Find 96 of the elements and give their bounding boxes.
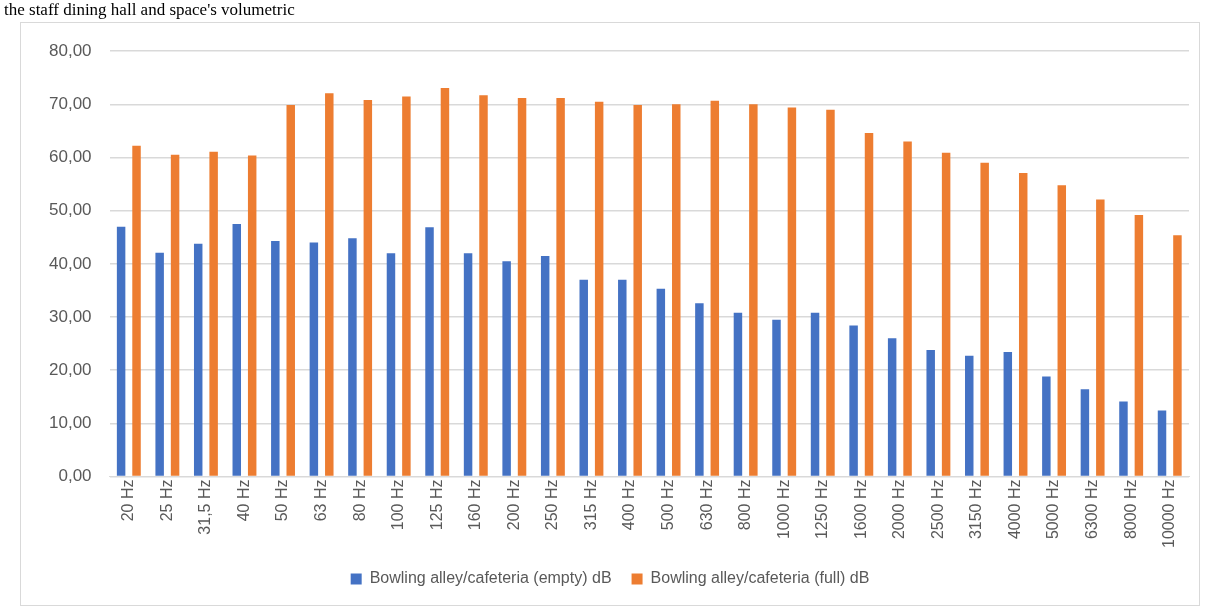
bar <box>247 155 257 476</box>
x-tick-label: 40 Hz <box>234 479 252 522</box>
bar <box>849 325 858 476</box>
bar <box>965 355 974 476</box>
x-tick-label: 4000 Hz <box>1005 479 1023 540</box>
bar <box>1018 172 1028 476</box>
x-tick-label: 2500 Hz <box>928 479 946 540</box>
y-tick-label: 30,00 <box>48 306 92 326</box>
y-tick-label: 70,00 <box>48 94 92 114</box>
x-tick-label: 63 Hz <box>311 479 329 522</box>
x-tick-label: 250 Hz <box>543 479 561 531</box>
bar <box>941 152 951 476</box>
bar <box>772 319 781 476</box>
x-tick-label: 800 Hz <box>736 479 754 531</box>
bar <box>1042 376 1051 476</box>
bar <box>672 104 681 476</box>
y-tick-label: 60,00 <box>48 147 92 167</box>
bar <box>402 96 411 476</box>
bar <box>440 87 450 476</box>
bar <box>193 243 203 476</box>
x-tick-label: 500 Hz <box>658 479 676 531</box>
bar <box>232 223 241 476</box>
bar <box>1057 185 1067 476</box>
bar <box>1157 410 1167 476</box>
bar <box>386 253 396 476</box>
x-tick-label: 2000 Hz <box>890 479 908 540</box>
x-tick-label: 25 Hz <box>157 479 175 522</box>
chart-title: the staff dining hall and space's volumetric <box>3 0 296 20</box>
x-tick-label: 1600 Hz <box>851 479 869 540</box>
bar <box>348 238 357 476</box>
bar <box>826 109 835 476</box>
x-tick-label: 160 Hz <box>466 479 484 531</box>
legend-label: Bowling alley/cafeteria (full) dB <box>650 569 870 587</box>
x-tick-label: 125 Hz <box>427 479 445 531</box>
bar <box>286 104 295 476</box>
x-tick-label: 50 Hz <box>273 479 291 522</box>
bar <box>749 104 758 476</box>
bar <box>787 107 797 476</box>
bar <box>479 95 488 476</box>
bar <box>1080 389 1090 476</box>
x-tick-label: 630 Hz <box>697 479 715 531</box>
bar <box>810 312 820 476</box>
bar <box>1119 401 1128 476</box>
x-tick-label: 6300 Hz <box>1083 479 1101 540</box>
bar <box>271 240 280 476</box>
bar <box>170 154 180 476</box>
x-tick-label: 1000 Hz <box>774 479 792 540</box>
bar <box>209 151 218 476</box>
x-tick-label: 400 Hz <box>620 479 638 531</box>
x-tick-label: 31,5 Hz <box>196 479 214 535</box>
bar <box>656 288 666 476</box>
y-tick-label: 40,00 <box>48 253 92 273</box>
bar <box>695 303 704 476</box>
bar <box>363 100 373 476</box>
bar <box>155 252 164 476</box>
y-tick-label: 50,00 <box>48 200 92 220</box>
bar <box>1173 235 1182 476</box>
x-tick-label: 100 Hz <box>389 479 407 531</box>
bar <box>116 226 126 476</box>
bar <box>733 312 743 476</box>
bar <box>887 338 897 476</box>
bar <box>903 141 912 476</box>
x-tick-label: 5000 Hz <box>1044 479 1062 540</box>
bar <box>710 100 720 476</box>
x-tick-label: 200 Hz <box>504 479 522 531</box>
bar <box>579 279 588 476</box>
bar <box>1096 199 1105 476</box>
bar <box>980 162 989 476</box>
bar <box>864 133 874 476</box>
bar <box>425 227 434 476</box>
y-tick-label: 10,00 <box>48 413 92 433</box>
bar <box>926 349 935 476</box>
x-tick-label: 1250 Hz <box>813 479 831 540</box>
x-tick-label: 3150 Hz <box>967 479 985 540</box>
bar <box>556 97 565 476</box>
y-tick-label: 0,00 <box>58 466 92 486</box>
bar <box>594 101 604 476</box>
y-tick-label: 20,00 <box>48 359 92 379</box>
x-tick-label: 80 Hz <box>350 479 368 522</box>
bar <box>463 253 473 476</box>
bar <box>517 97 527 476</box>
bar <box>309 242 319 476</box>
bar <box>1134 214 1144 476</box>
bar <box>502 261 511 476</box>
bar <box>325 93 334 476</box>
x-tick-label: 8000 Hz <box>1121 479 1139 540</box>
bar <box>132 145 141 476</box>
bar <box>540 255 550 476</box>
y-tick-label: 80,00 <box>48 40 92 60</box>
x-tick-label: 20 Hz <box>119 479 137 522</box>
bar <box>1003 352 1013 476</box>
x-tick-label: 10000 Hz <box>1160 479 1178 549</box>
legend-label: Bowling alley/cafeteria (empty) dB <box>369 569 612 587</box>
bar <box>618 279 627 476</box>
x-tick-label: 315 Hz <box>581 479 599 531</box>
bar <box>633 104 642 476</box>
